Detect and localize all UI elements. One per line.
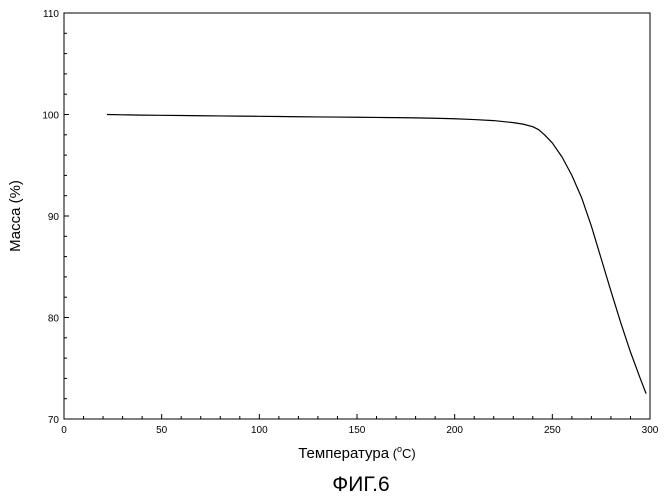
y-tick-label: 100 — [42, 111, 59, 122]
y-tick-label: 70 — [48, 415, 60, 426]
y-axis-ticks: 70 80 90 100 110 — [42, 9, 69, 426]
x-tick-label: 250 — [544, 425, 561, 436]
y-axis-title: Масса (%) — [7, 180, 24, 252]
x-tick-label: 300 — [642, 425, 659, 436]
y-tick-label: 90 — [48, 212, 60, 223]
y-tick-label: 80 — [48, 314, 60, 325]
plot-frame — [64, 13, 650, 419]
x-tick-label: 0 — [61, 425, 67, 436]
x-axis-ticks: 0 50 100 150 200 250 300 — [61, 414, 659, 436]
x-tick-label: 200 — [446, 425, 463, 436]
x-tick-label: 50 — [156, 425, 168, 436]
series-layer — [107, 115, 646, 394]
x-tick-label: 100 — [251, 425, 268, 436]
series-line — [107, 115, 646, 394]
figure-caption: ФИГ.6 — [332, 473, 389, 496]
x-axis-title: Температура (oC) — [298, 444, 416, 462]
plot-area — [64, 13, 650, 419]
x-axis-title-text: Температура — [298, 445, 390, 462]
x-axis-unit-main: C) — [402, 446, 416, 461]
y-tick-label: 110 — [43, 9, 59, 20]
x-tick-label: 150 — [349, 425, 366, 436]
